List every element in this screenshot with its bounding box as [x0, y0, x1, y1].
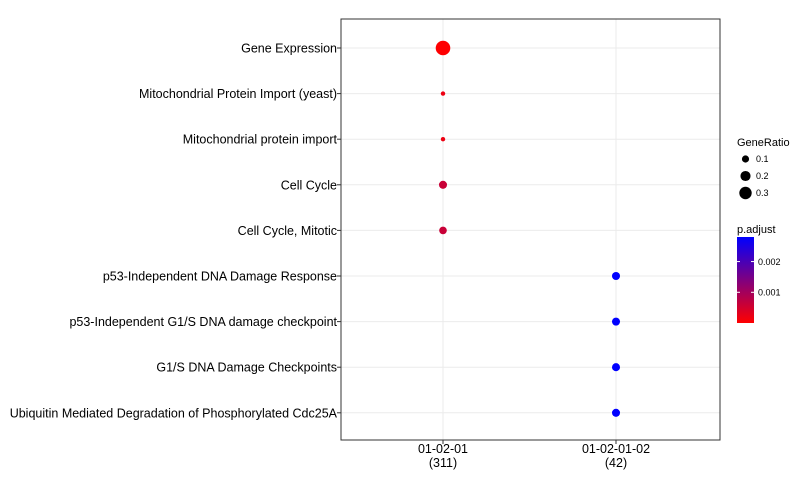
color-legend-label: 0.002 — [758, 257, 781, 267]
color-legend: p.adjust 0.001 0.002 — [737, 224, 781, 323]
size-legend-key — [740, 170, 751, 182]
data-point — [440, 137, 446, 142]
data-point — [435, 40, 451, 56]
color-bar — [737, 237, 754, 323]
size-legend-key — [741, 155, 750, 163]
panel-background — [341, 19, 720, 440]
y-tick-label: p53-Independent DNA Damage Response — [103, 270, 337, 284]
size-legend-title: GeneRatio — [737, 137, 790, 149]
y-tick-label: Mitochondrial Protein Import (yeast) — [139, 87, 337, 101]
data-point — [440, 91, 446, 96]
data-point — [611, 408, 621, 417]
plot-panel — [340, 18, 721, 441]
data-point — [611, 271, 621, 281]
data-points — [435, 40, 621, 417]
size-legend-items: 0.1 0.2 0.3 — [739, 154, 769, 200]
y-tick-label: Cell Cycle, Mitotic — [238, 224, 337, 238]
data-point — [439, 226, 447, 235]
x-tick-label: 01-02-01-02 — [582, 442, 650, 456]
y-tick-label: Mitochondrial protein import — [183, 133, 338, 147]
data-point — [611, 363, 621, 372]
panel-border — [340, 18, 721, 441]
x-tick-count: (42) — [605, 456, 627, 470]
color-legend-title: p.adjust — [737, 224, 776, 236]
x-tick-count: (311) — [429, 456, 457, 470]
y-axis: Gene Expression Mitochondrial Protein Imp… — [10, 42, 341, 420]
size-legend-label: 0.3 — [756, 188, 769, 198]
y-tick-label: Cell Cycle — [281, 178, 337, 192]
data-point — [611, 317, 621, 326]
size-legend-label: 0.1 — [756, 154, 769, 164]
y-tick-label: G1/S DNA Damage Checkpoints — [156, 361, 337, 375]
size-legend-label: 0.2 — [756, 171, 769, 181]
y-tick-label: Gene Expression — [241, 42, 337, 56]
x-axis: 01-02-01(311) 01-02-01-02(42) — [418, 440, 650, 470]
y-tick-label: p53-Independent G1/S DNA damage checkpoi… — [69, 315, 337, 329]
grid-lines — [341, 19, 720, 440]
size-legend-key — [739, 186, 752, 200]
x-tick-label: 01-02-01 — [418, 442, 468, 456]
color-legend-label: 0.001 — [758, 287, 781, 297]
y-tick-label: Ubiquitin Mediated Degradation of Phosph… — [10, 406, 338, 420]
size-legend: GeneRatio 0.1 0.2 0.3 — [737, 137, 790, 200]
data-point — [438, 180, 448, 189]
color-legend-ticks: 0.001 0.002 — [737, 257, 781, 297]
